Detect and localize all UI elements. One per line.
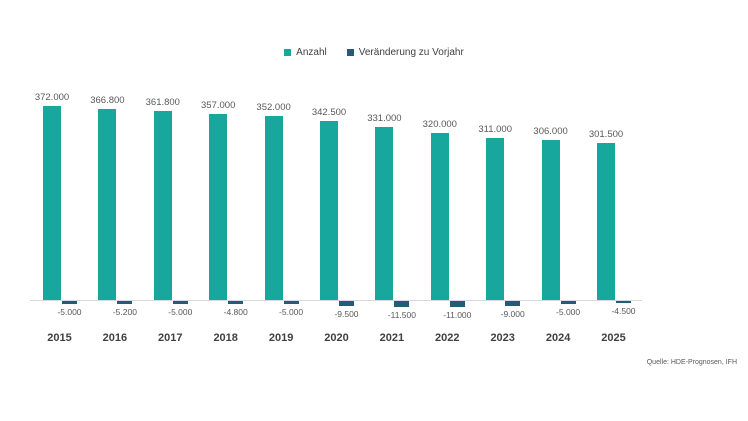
bar-anzahl xyxy=(264,116,283,300)
bar-veraenderung xyxy=(394,301,410,307)
value-label: 320.000 xyxy=(422,119,457,131)
chart-legend: Anzahl Veränderung zu Vorjahr xyxy=(0,47,748,58)
change-label: -5.000 xyxy=(279,307,304,317)
bar-anzahl xyxy=(430,133,449,300)
change-label: -4.500 xyxy=(611,306,636,316)
change-label: -5.200 xyxy=(112,307,137,317)
legend-swatch-anzahl-icon xyxy=(284,49,292,56)
bar-anzahl xyxy=(486,137,505,300)
value-label: 372.000 xyxy=(34,92,70,103)
year-label: 2022 xyxy=(435,332,460,344)
bar-anzahl xyxy=(597,142,615,300)
change-label: -9.000 xyxy=(500,309,525,319)
bar-veraenderung xyxy=(339,301,354,306)
legend-label-veraenderung: Veränderung zu Vorjahr xyxy=(358,47,464,58)
legend-label-anzahl: Anzahl xyxy=(296,47,327,58)
year-label: 2017 xyxy=(158,332,183,344)
year-label: 2024 xyxy=(545,332,571,344)
bar-veraenderung xyxy=(449,301,465,307)
bar-veraenderung xyxy=(560,301,576,304)
year-label: 2025 xyxy=(601,332,626,344)
bar-veraenderung xyxy=(283,301,299,304)
legend-item-veraenderung: Veränderung zu Vorjahr xyxy=(346,47,464,58)
change-label: -4.800 xyxy=(223,307,248,317)
value-label: 357.000 xyxy=(201,99,236,111)
value-label: 342.500 xyxy=(311,107,347,119)
value-label: 366.800 xyxy=(90,94,125,106)
year-label: 2016 xyxy=(102,332,128,344)
value-label: 301.500 xyxy=(588,128,624,140)
legend-swatch-veraenderung-icon xyxy=(346,49,354,56)
value-label: 306.000 xyxy=(533,126,568,138)
year-label: 2021 xyxy=(379,332,405,344)
bar-anzahl xyxy=(541,140,560,300)
year-label: 2020 xyxy=(324,332,349,344)
change-label: -11.500 xyxy=(387,310,416,320)
source-note: Quelle: HDE-Prognosen, IFH xyxy=(646,359,737,366)
change-label: -5.000 xyxy=(168,307,193,317)
year-label: 2019 xyxy=(268,332,294,344)
bar-anzahl xyxy=(209,113,228,300)
change-label: -9.500 xyxy=(334,309,359,319)
bar-anzahl xyxy=(43,106,61,300)
bar-veraenderung xyxy=(616,301,631,303)
bar-veraenderung xyxy=(505,301,521,306)
bar-anzahl xyxy=(375,127,394,300)
value-label: 311.000 xyxy=(478,123,512,135)
bar-veraenderung xyxy=(117,301,133,304)
change-label: -5.000 xyxy=(57,307,82,317)
bar-anzahl xyxy=(153,111,172,300)
value-label: 331.000 xyxy=(367,113,402,125)
change-label: -5.000 xyxy=(556,307,581,317)
legend-item-anzahl: Anzahl xyxy=(284,47,327,58)
x-axis-line xyxy=(30,300,642,301)
year-label: 2018 xyxy=(213,332,238,344)
bar-veraenderung xyxy=(228,301,244,304)
bar-veraenderung xyxy=(62,301,77,304)
bar-anzahl xyxy=(98,108,117,300)
year-label: 2023 xyxy=(490,332,515,344)
change-label: -11.000 xyxy=(443,310,472,320)
bar-veraenderung xyxy=(172,301,188,304)
year-label: 2015 xyxy=(47,332,72,344)
bar-anzahl xyxy=(320,121,338,300)
value-label: 352.000 xyxy=(256,102,291,114)
value-label: 361.800 xyxy=(145,97,180,109)
